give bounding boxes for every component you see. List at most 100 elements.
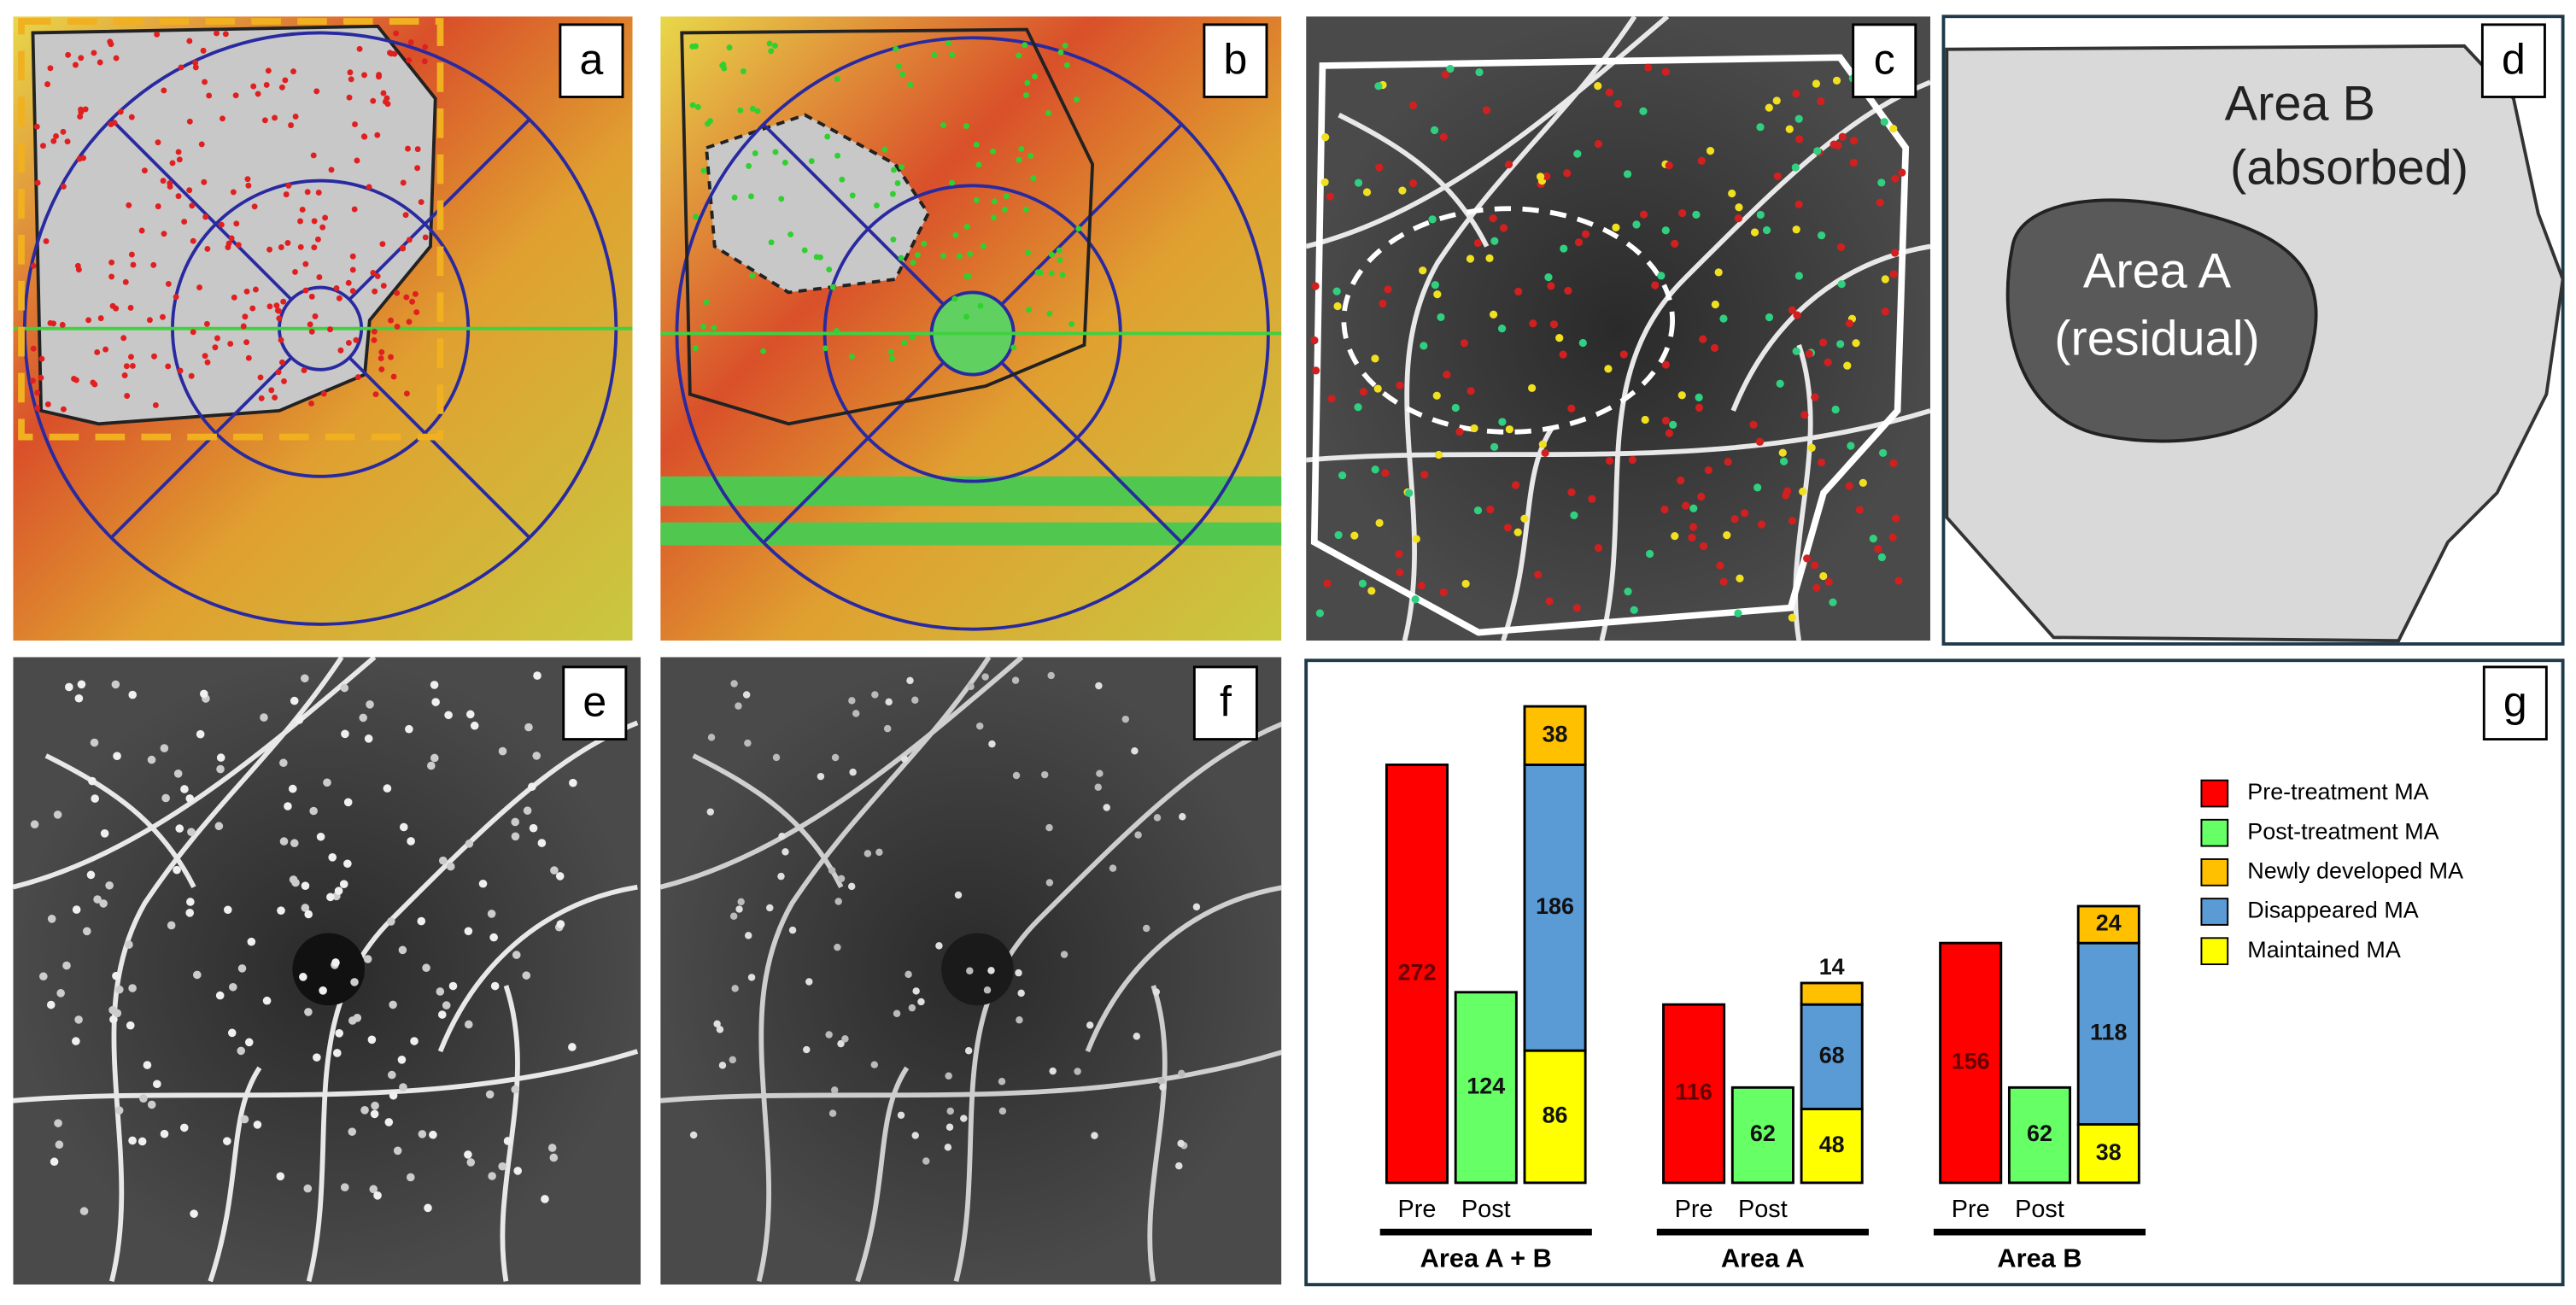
dot [1027,153,1034,159]
dot [128,690,138,699]
legend-label: Pre-treatment MA [2247,779,2428,805]
dot [322,214,329,221]
dot [216,753,225,762]
dot [299,207,306,213]
dot [490,981,500,991]
dot [232,92,239,99]
dot [1490,237,1499,245]
dot [403,390,410,397]
dot [438,856,448,865]
dot [1817,97,1825,106]
dot [1749,420,1758,429]
dot [185,909,195,917]
dot [940,121,946,128]
dot [729,912,738,921]
dot [1534,571,1543,579]
dot [418,199,424,206]
dot [1362,188,1372,196]
dot [340,1183,349,1191]
dot [378,355,384,361]
dot [1740,509,1749,518]
dot [301,881,310,890]
dot [1834,141,1842,149]
dot [1817,231,1826,240]
dot [1776,379,1784,388]
dot [113,55,120,61]
dot [422,963,430,973]
legend-label: Newly developed MA [2247,857,2463,883]
dot [78,106,85,113]
dot [1563,169,1572,178]
dot [372,288,378,295]
dot [348,1016,357,1025]
dot [1045,879,1054,887]
dot [1724,458,1732,466]
dot [34,389,41,396]
value-label: 14 [1819,954,1845,980]
dot [313,88,320,95]
dot [397,1056,407,1064]
dot [1651,281,1660,290]
dot [1498,418,1507,426]
dot [1773,172,1782,180]
dot [1503,524,1513,532]
dot [1091,1132,1098,1139]
bar [1800,981,1864,1006]
value-label: 116 [1675,1080,1712,1105]
dot [731,985,739,992]
dot [1153,814,1162,822]
dot [1068,321,1075,327]
dot [165,363,172,370]
dot [549,1153,559,1162]
dot [117,108,124,115]
dot [370,1109,379,1119]
dot [391,50,398,57]
dot [910,260,916,266]
dot [692,345,699,352]
dot [852,710,860,717]
dot [1619,350,1628,359]
dot [199,689,208,699]
dot [834,76,840,83]
dot [352,121,358,127]
dot [1094,783,1102,791]
dot [422,234,429,241]
dot [778,196,785,202]
dot [1350,531,1359,540]
dot [86,870,96,880]
dot [339,880,348,889]
dot [186,898,195,906]
dot [130,261,137,268]
dot [921,240,928,247]
dot [1843,361,1852,370]
dot [1332,287,1341,296]
dot [1451,403,1460,413]
dot [513,1167,523,1175]
dot [290,696,299,705]
dot [93,895,102,904]
dot [1818,338,1828,347]
area-a-label: Area A [2083,243,2232,298]
dot [276,307,282,314]
dot [319,986,327,995]
dot [1695,393,1703,401]
dot [228,235,235,242]
dot [189,202,196,209]
dot [231,294,237,301]
dot [50,138,57,144]
dot [1689,504,1698,512]
dot [38,972,48,981]
dot [312,313,319,319]
dot [336,295,342,301]
dot [1678,208,1687,218]
dot [1326,192,1334,201]
dot [991,198,998,205]
dot [422,44,429,50]
dot [60,406,67,413]
dot [1371,465,1379,474]
dot [1794,272,1803,280]
dot [1433,290,1442,299]
dot [1513,528,1522,536]
dot [155,139,161,146]
dot [1467,387,1475,395]
